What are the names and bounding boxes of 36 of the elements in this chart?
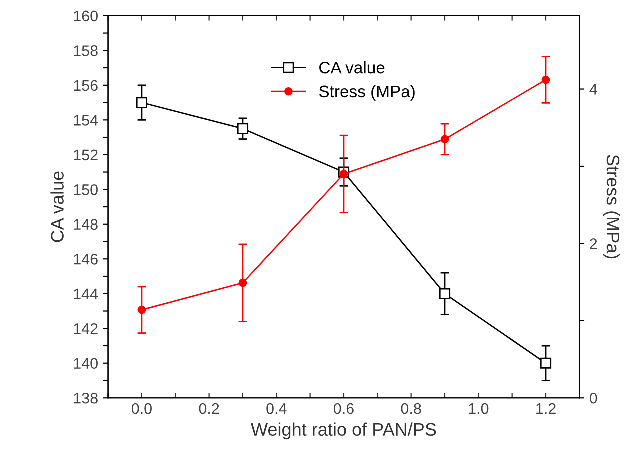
x-tick-label: 0.8 xyxy=(401,403,422,414)
point xyxy=(542,76,550,84)
point xyxy=(440,135,450,144)
y2-tick-label: 2 xyxy=(590,238,598,250)
x-tick-label: 0.4 xyxy=(266,403,287,414)
y-tick-label: 142 xyxy=(74,324,98,334)
y-tick-label: 158 xyxy=(74,46,98,56)
x-tick-label: 1.0 xyxy=(469,403,489,414)
x-tick-label: 0.2 xyxy=(199,403,220,414)
x-tick-label: 0.6 xyxy=(334,403,354,414)
point xyxy=(540,358,552,369)
y-tick-label: 138 xyxy=(74,392,98,404)
y-tick-label: 140 xyxy=(74,358,98,370)
point xyxy=(136,97,148,108)
x-tick-label: 0.0 xyxy=(132,403,152,414)
y-axis-title: CA value xyxy=(50,172,64,242)
y-tick-label: 144 xyxy=(74,288,98,300)
y-tick-label: 152 xyxy=(74,150,98,161)
point xyxy=(237,123,249,134)
point xyxy=(439,288,451,300)
y-tick-label: 148 xyxy=(74,219,98,230)
y-tick-label: 154 xyxy=(74,115,98,126)
y-tick-label: 160 xyxy=(74,10,98,22)
y-tick-label: 150 xyxy=(74,184,98,196)
x-axis-title: Weight ratio of PAN/PS xyxy=(251,422,436,440)
x-tick-label: 1.2 xyxy=(536,403,556,414)
point xyxy=(138,306,146,314)
y-tick-label: 156 xyxy=(74,80,98,92)
point xyxy=(340,170,348,178)
legend-label: Stress (MPa) xyxy=(319,85,415,101)
y-tick-label: 146 xyxy=(74,254,98,265)
legend-label: CA value xyxy=(320,62,385,74)
y2-axis-title: Stress (MPa) xyxy=(603,155,620,259)
point xyxy=(238,278,248,288)
y2-tick-label: 0 xyxy=(590,392,598,404)
y2-tick-label: 4 xyxy=(590,84,598,95)
